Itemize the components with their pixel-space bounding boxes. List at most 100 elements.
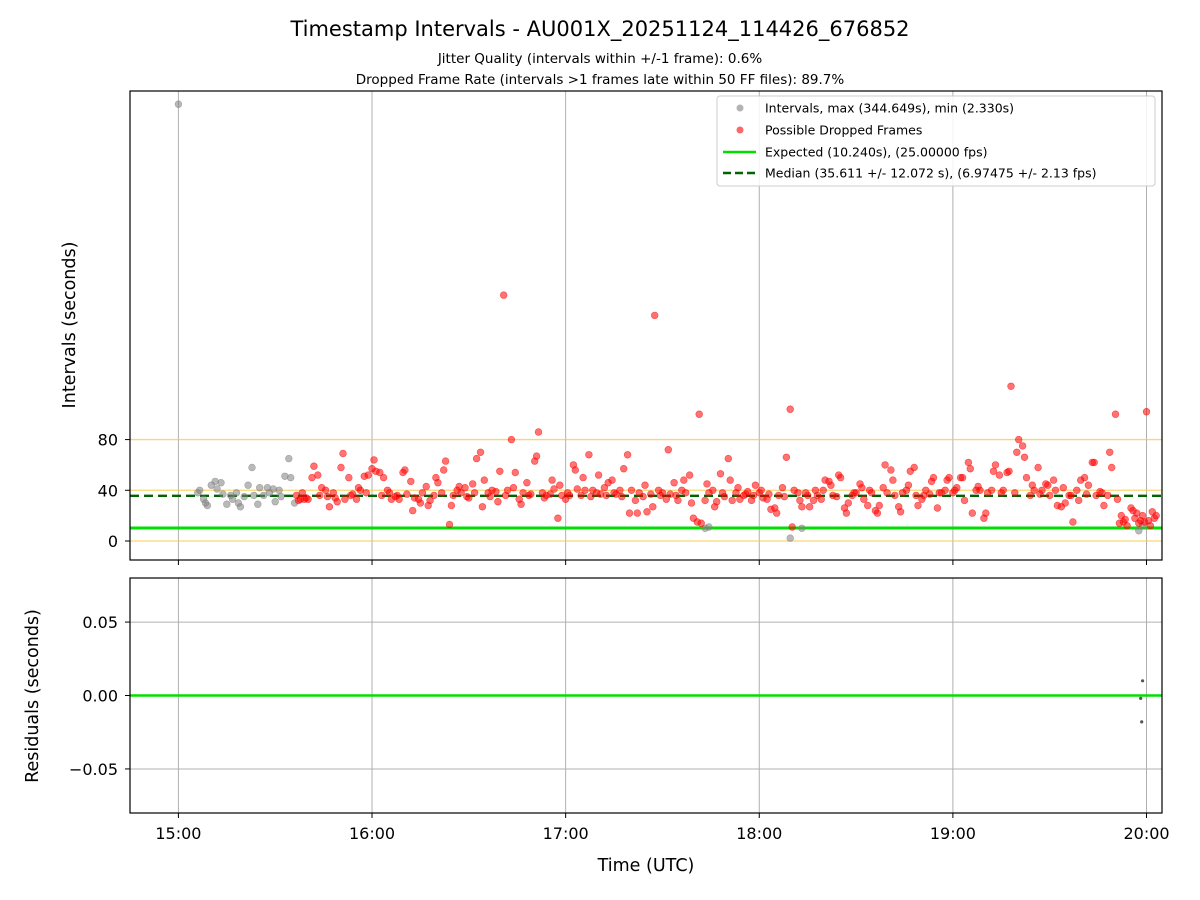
dropped-frame-point-279: [1011, 489, 1019, 497]
dropped-frame-point-133: [633, 509, 641, 517]
dropped-frame-point-43: [401, 466, 409, 474]
dropped-frame-point-126: [616, 486, 624, 494]
dropped-frame-point-195: [794, 489, 802, 497]
dropped-frame-point-152: [681, 489, 690, 497]
dropped-frame-point-227: [875, 501, 883, 510]
dropped-frame-point-187: [772, 509, 781, 517]
dropped-frame-point-135: [639, 492, 647, 501]
interval-point-2: [196, 486, 204, 494]
interval-point-38: [1135, 527, 1143, 535]
interval-point-27: [271, 498, 279, 506]
top-y-axis-label: Intervals (seconds): [60, 242, 80, 409]
interval-point-13: [228, 495, 237, 503]
top-plot: 0 40 80 Intervals (seconds) Intervals, max…: [60, 90, 1163, 565]
dropped-frame-point-154: [687, 499, 696, 507]
dropped-frame-point-338: [1152, 511, 1160, 520]
top-plot-frame: [129, 90, 1163, 561]
dropped-frame-point-287: [1030, 486, 1038, 494]
dropped-frame-point-317: [1107, 463, 1116, 472]
dropped-frame-point-235: [896, 508, 905, 516]
dropped-frame-point-14: [325, 503, 334, 511]
dropped-frame-point-273: [995, 471, 1004, 479]
dropped-frame-point-112: [579, 473, 587, 482]
bottom-xtick-label-3: 18:00: [736, 824, 782, 843]
dropped-frame-point-181: [757, 486, 765, 494]
dropped-frame-point-268: [982, 509, 990, 517]
dropped-frame-point-151: [680, 476, 688, 484]
dropped-frame-point-35: [379, 473, 388, 482]
bottom-xtick-label-1: 16:00: [349, 824, 395, 843]
dropped-frame-point-9: [314, 471, 322, 479]
dropped-frame-point-10: [316, 491, 324, 500]
dropped-frame-point-147: [670, 479, 678, 487]
dropped-frame-point-229: [881, 461, 889, 469]
dropped-frame-point-102: [554, 514, 562, 522]
dropped-frame-point-6: [304, 495, 312, 503]
dropped-frame-point-210: [832, 492, 841, 501]
dropped-frame-point-23: [349, 490, 357, 498]
chart-subtitle-dropped: Dropped Frame Rate (intervals >1 frames …: [356, 72, 845, 88]
dropped-frame-point-68: [465, 494, 473, 502]
top-reference-lines: [130, 438, 1162, 542]
dropped-frame-point-232: [889, 476, 897, 484]
dropped-frame-point-277: [1005, 467, 1013, 475]
bottom-xtick-label-4: 19:00: [930, 824, 976, 843]
interval-point-16: [236, 503, 245, 511]
dropped-frame-point-138: [647, 490, 655, 498]
dropped-frame-point-197: [798, 503, 806, 511]
dropped-frame-point-140: [650, 311, 659, 320]
dropped-frame-point-190: [780, 492, 789, 501]
bottom-y-axis-label: Residuals (seconds): [23, 609, 43, 783]
dropped-frame-point-270: [987, 486, 996, 494]
dropped-frame-point-158: [697, 519, 705, 527]
dropped-frame-point-335: [1146, 522, 1155, 530]
dropped-frame-point-224: [867, 489, 876, 497]
dropped-frame-point-136: [641, 481, 649, 489]
dropped-frame-point-280: [1013, 448, 1021, 456]
dropped-frame-point-59: [441, 457, 450, 465]
dropped-frame-point-324: [1123, 522, 1131, 530]
dropped-frame-point-132: [631, 496, 640, 505]
dropped-frame-point-200: [805, 503, 814, 511]
dropped-frame-point-118: [594, 471, 603, 479]
residual-point-2: [1140, 720, 1144, 724]
dropped-frame-point-307: [1082, 490, 1091, 498]
dropped-frame-point-294: [1049, 476, 1058, 484]
dropped-frame-point-221: [860, 495, 868, 503]
legend-marker-intervals: [736, 104, 744, 112]
dropped-frame-point-28: [362, 489, 370, 497]
dropped-frame-point-199: [803, 491, 812, 500]
interval-point-22: [256, 484, 264, 492]
interval-point-17: [240, 492, 248, 501]
dropped-frame-point-262: [966, 465, 974, 473]
dropped-frame-point-212: [836, 473, 845, 482]
dropped-frame-point-304: [1074, 496, 1083, 505]
dropped-frame-point-54: [430, 491, 438, 500]
residual-point-1: [1139, 696, 1143, 701]
interval-point-29: [277, 492, 285, 501]
dropped-frame-point-44: [403, 490, 411, 498]
dropped-frame-point-164: [712, 498, 721, 506]
bottom-plot: −0.05 0.00 0.05 15:00 16:00 17:00 18:00 19:00 2…: [23, 577, 1170, 876]
dropped-frame-point-315: [1104, 491, 1112, 500]
dropped-frame-point-29: [364, 471, 372, 479]
top-ytick-label-0: 0: [108, 532, 118, 551]
dropped-frame-point-226: [873, 509, 882, 517]
bottom-ytick-label-0: −0.05: [69, 760, 118, 779]
dropped-frame-point-316: [1105, 448, 1114, 456]
dropped-frame-point-143: [658, 489, 667, 497]
dropped-frame-point-76: [486, 492, 494, 501]
bottom-xtick-label-0: 15:00: [155, 824, 201, 843]
dropped-frame-point-45: [407, 477, 415, 486]
interval-point-20: [250, 491, 258, 500]
dropped-frame-point-168: [724, 454, 732, 463]
dropped-frame-point-41: [395, 495, 403, 503]
bottom-xtick-label-2: 17:00: [543, 824, 589, 843]
dropped-frame-point-184: [765, 490, 773, 498]
interval-point-35: [705, 523, 713, 531]
dropped-frame-point-242: [914, 501, 922, 510]
dropped-frame-point-31: [370, 456, 378, 464]
dropped-frame-point-157: [695, 410, 703, 418]
dropped-frame-point-231: [887, 466, 895, 474]
